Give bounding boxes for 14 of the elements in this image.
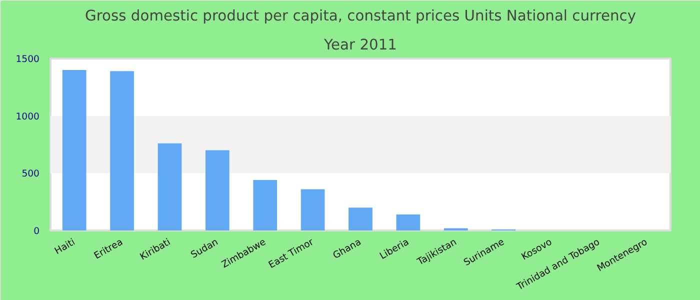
y-tick-label: 1000 <box>16 111 40 122</box>
y-tick-label: 500 <box>22 168 40 180</box>
bar <box>300 189 325 230</box>
y-tick-label: 0 <box>34 226 40 237</box>
bar <box>206 150 230 230</box>
bar <box>110 71 134 230</box>
bar <box>348 208 372 230</box>
y-tick-label: 1500 <box>16 54 40 65</box>
bar <box>396 214 420 230</box>
chart-title: Gross domestic product per capita, constant prices Units National currency <box>84 8 636 24</box>
bar <box>253 180 278 230</box>
chart-subtitle: Year 2011 <box>323 36 398 54</box>
bar <box>158 143 182 230</box>
bar <box>62 70 86 230</box>
